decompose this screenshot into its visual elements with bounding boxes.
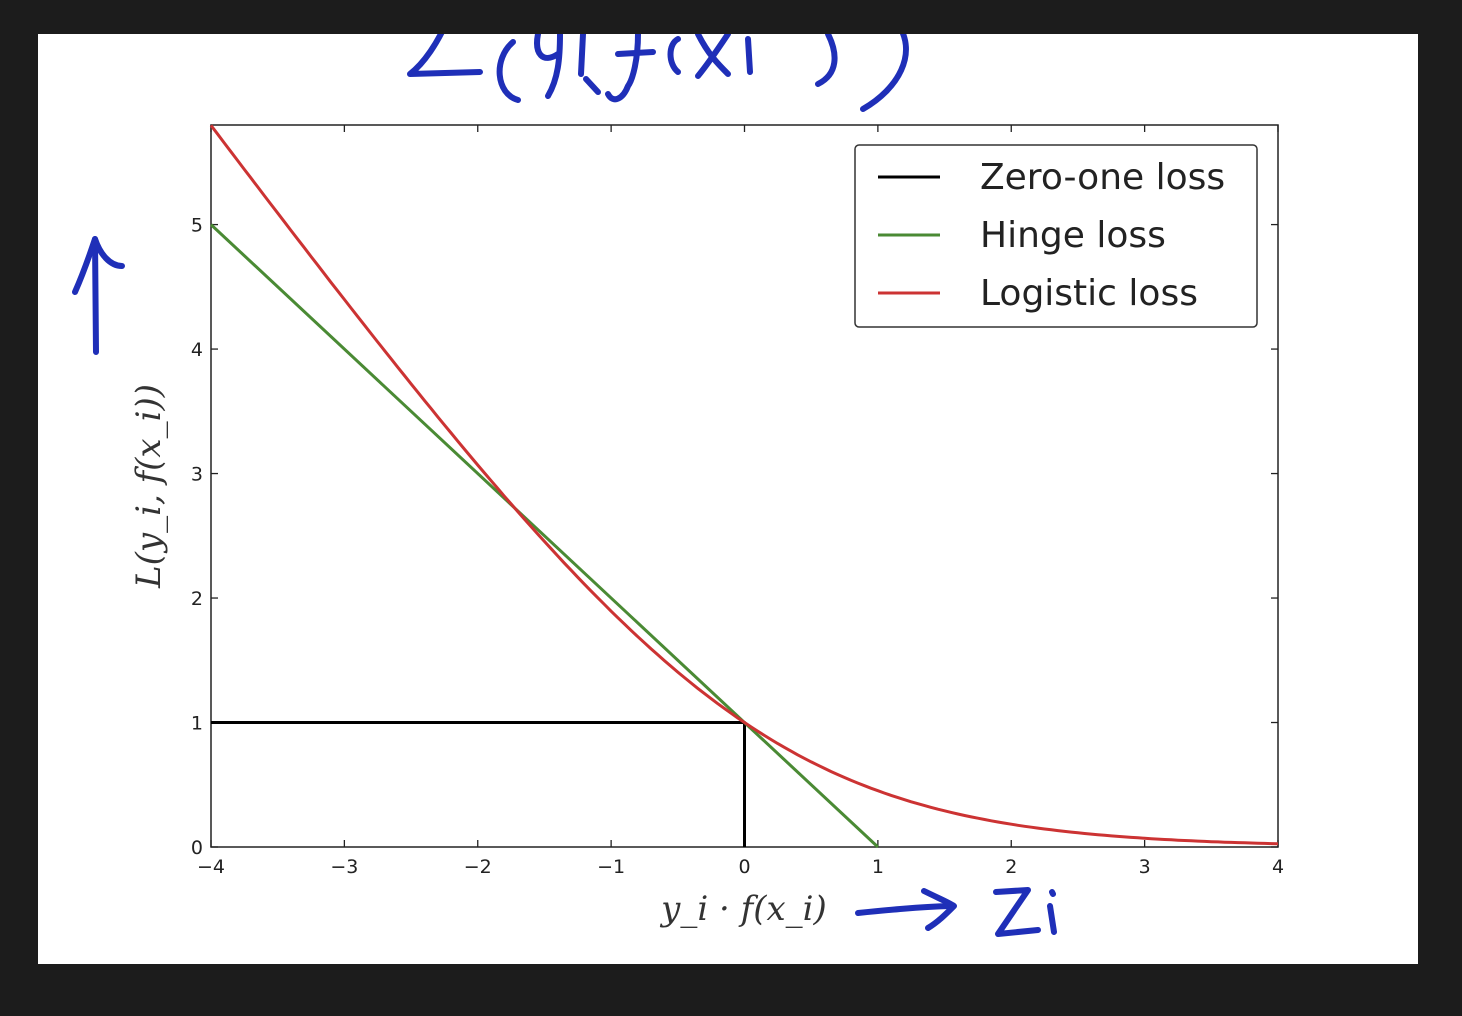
legend-box [854, 144, 1258, 328]
ink-arrow-right [855, 888, 957, 931]
slide-canvas: −4 −3 −2 −1 0 1 2 3 4 0 1 2 3 4 5 y_i · f(x_i) L(y_i, … [38, 34, 1418, 964]
legend-label-logistic: Logistic loss [980, 273, 1198, 314]
legend-label-zero-one: Zero-one loss [980, 157, 1225, 198]
x-tick-label: −3 [330, 856, 358, 878]
ink-annotation-zi [993, 887, 1057, 937]
x-tick-label: 4 [1272, 856, 1284, 878]
y-tick-label: 5 [191, 215, 203, 237]
x-tick-label: 2 [1005, 856, 1017, 878]
x-tick-label: −1 [597, 856, 625, 878]
y-tick-label: 3 [191, 464, 203, 486]
legend: Zero-one loss Hinge loss Logistic loss [854, 144, 1258, 328]
x-axis-label: y_i · f(x_i) [659, 889, 827, 929]
series-layer [209, 124, 1279, 849]
loss-chart: −4 −3 −2 −1 0 1 2 3 4 0 1 2 3 4 5 y_i · f(x_i) L(y_i, … [72, 34, 1284, 937]
x-tick-label: 3 [1139, 856, 1151, 878]
x-tick-label: 0 [738, 856, 750, 878]
x-tick-label: −2 [464, 856, 492, 878]
hinge-loss-line [209, 223, 879, 849]
x-tick-label: −4 [197, 856, 225, 878]
legend-label-hinge: Hinge loss [980, 215, 1166, 256]
ink-annotation-top [407, 34, 909, 112]
y-tick-label: 0 [191, 837, 203, 859]
y-axis-label: L(y_i, f(x_i)) [129, 384, 169, 589]
x-tick-label: 1 [872, 856, 884, 878]
y-tick-label: 2 [191, 588, 203, 610]
y-tick-label: 1 [191, 713, 203, 735]
ink-arrow-up [72, 236, 125, 355]
logistic-loss-line [209, 124, 1279, 846]
y-tick-label: 4 [191, 339, 203, 361]
